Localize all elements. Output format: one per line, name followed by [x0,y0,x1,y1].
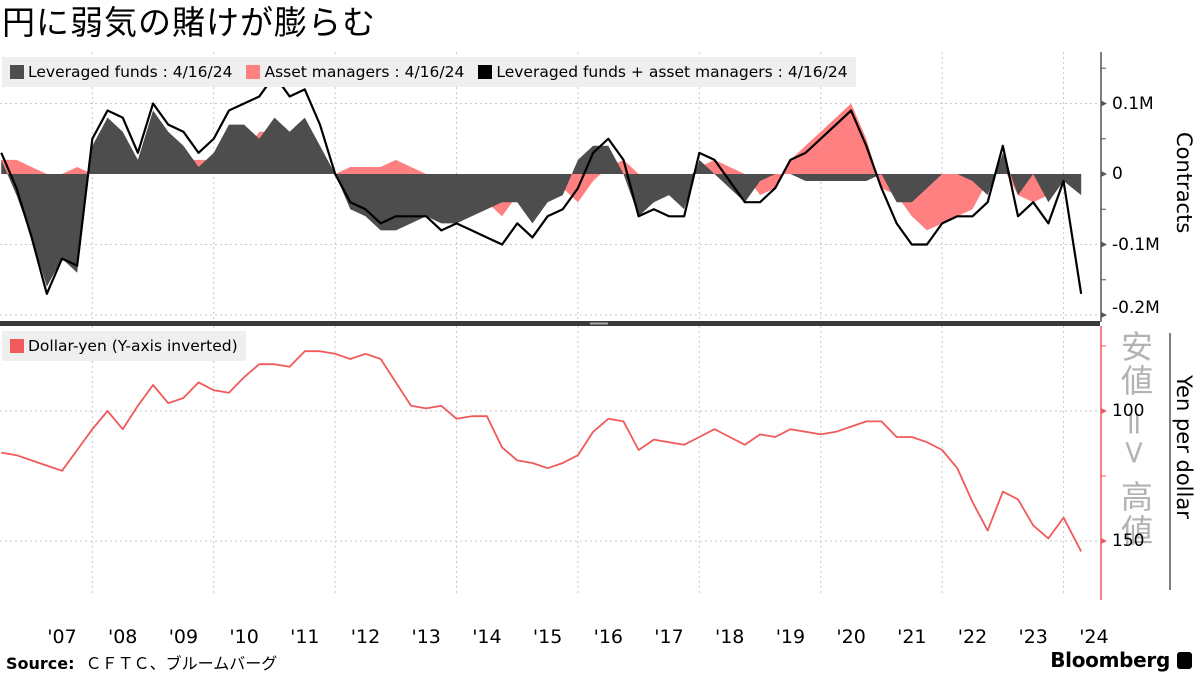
y-tick-bottom-1: 150 [1112,531,1145,551]
bottom-legend: Dollar-yen (Y-axis inverted) [2,331,246,361]
combined-line [0,74,1083,295]
x-tick: '10 [229,626,259,648]
x-tick: '24 [1079,626,1109,648]
x-tick: '15 [532,626,563,648]
y-tick-top-0: 0.1M [1112,94,1154,114]
swatch-icon [478,65,493,79]
x-tick: '09 [168,626,199,648]
bottom-axis-title: Yen per dollar [1172,375,1196,519]
bloomberg-logo: Bloomberg [1050,648,1170,672]
y-tick-top-3: -0.2M [1112,298,1160,318]
x-tick: '16 [593,626,623,648]
x-tick: '20 [836,626,866,648]
panel-divider [0,321,1100,326]
divider-grip-icon [590,322,608,325]
x-tick: '22 [957,626,988,648]
swatch-icon [10,339,24,353]
y-tick-top-2: -0.1M [1112,235,1160,255]
x-tick: '19 [775,626,806,648]
direction-annotation: 安値 => 高値 [1118,330,1152,548]
x-tick: '21 [897,626,927,648]
legend-asset-managers[interactable]: Asset managers : 4/16/24 [246,57,464,87]
y-tick-bottom-0: 100 [1112,401,1145,421]
legend-dollar-yen[interactable]: Dollar-yen (Y-axis inverted) [10,331,238,361]
x-tick: '08 [107,626,138,648]
swatch-icon [10,65,24,79]
source-note: Source: ＣＦＴＣ、ブルームバーグ [6,654,278,673]
x-tick: '13 [411,626,441,648]
x-tick: '17 [654,626,684,648]
x-tick: '23 [1018,626,1048,648]
swatch-icon [246,65,261,79]
leveraged-funds-area [1,110,1082,287]
legend-combined[interactable]: Leveraged funds + asset managers : 4/16/… [478,57,848,87]
x-tick: '18 [714,626,745,648]
bloomberg-chart-icon [1177,652,1192,669]
y-tick-top-1: 0 [1112,164,1123,184]
x-tick: '11 [290,626,320,648]
legend-leveraged-funds[interactable]: Leveraged funds : 4/16/24 [10,57,232,87]
x-tick: '07 [47,626,77,648]
chart-title: 円に弱気の賭けが膨らむ [2,3,376,42]
x-tick: '12 [350,626,381,648]
top-axis-title: Contracts [1172,132,1196,234]
dollar-yen-line [1,350,1082,552]
x-tick: '14 [472,626,502,648]
top-legend: Leveraged funds : 4/16/24 Asset managers… [2,57,856,87]
